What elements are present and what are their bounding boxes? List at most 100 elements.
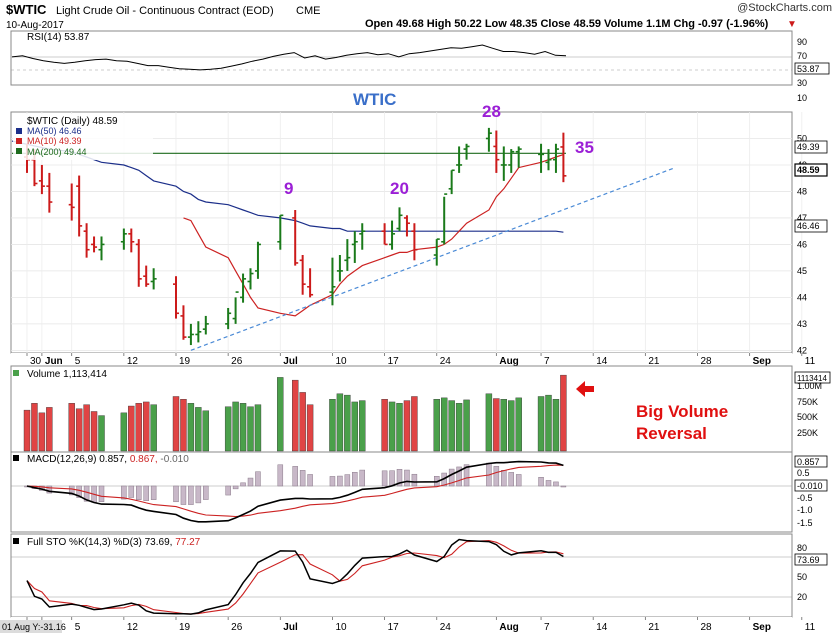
macd-hist-bar bbox=[180, 485, 187, 505]
x-axis-label: 14 bbox=[596, 622, 608, 633]
x-axis-label: 17 bbox=[388, 622, 400, 633]
price-bar bbox=[98, 236, 105, 261]
price-bar bbox=[515, 146, 522, 168]
price-bar bbox=[359, 223, 366, 250]
volume-bar bbox=[485, 393, 493, 452]
x-axis-label: Jul bbox=[283, 356, 298, 367]
change-down-arrow-icon: ▼ bbox=[787, 19, 797, 30]
price-bar bbox=[254, 241, 261, 279]
stochastic-tick-20: 20 bbox=[797, 592, 807, 602]
price-bar bbox=[538, 143, 545, 173]
exchange-label: CME bbox=[296, 5, 320, 17]
volume-bar bbox=[560, 374, 567, 452]
rsi-label: RSI(14) 53.87 bbox=[27, 32, 90, 43]
x-axis-label: 14 bbox=[596, 356, 608, 367]
price-bar bbox=[195, 321, 202, 343]
symbol-title: $WTIC bbox=[6, 2, 47, 17]
cursor-readout-box bbox=[0, 620, 62, 633]
price-bar bbox=[232, 291, 239, 324]
ma50-legend: MA(50) 46.46 bbox=[27, 126, 82, 136]
price-bar bbox=[433, 238, 440, 266]
macd-hist-bar bbox=[448, 468, 455, 487]
volume-bar bbox=[150, 404, 157, 452]
volume-bar bbox=[388, 401, 396, 452]
volume-bar bbox=[493, 398, 500, 452]
volume-bar bbox=[90, 411, 98, 452]
macd-badge-text: 0.857 bbox=[797, 457, 820, 467]
volume-bar bbox=[224, 406, 232, 452]
close-badge bbox=[794, 163, 828, 177]
volume-bar bbox=[142, 401, 150, 452]
volume-bar bbox=[128, 405, 135, 452]
volume-bar bbox=[396, 403, 403, 452]
volume-last-badge-text: 1113414 bbox=[797, 374, 828, 383]
stochastic-swatch bbox=[13, 538, 19, 544]
price-bar bbox=[225, 307, 232, 330]
x-axis-label: 26 bbox=[231, 356, 243, 367]
x-axis-label: 11 bbox=[805, 356, 816, 367]
macd-panel: MACD(12,26,9) 0.857, 0.867, -0.010 0.857… bbox=[10, 451, 828, 533]
volume-bar bbox=[381, 399, 388, 452]
x-axis-label: 24 bbox=[440, 622, 452, 633]
macd-label-hist: -0.010 bbox=[160, 454, 189, 465]
volume-bar bbox=[359, 400, 366, 452]
volume-bar bbox=[463, 399, 470, 452]
count-annotation-35: 35 bbox=[575, 138, 594, 157]
x-axis-label: 21 bbox=[648, 356, 660, 367]
price-bar bbox=[68, 183, 75, 221]
price-bar bbox=[545, 149, 552, 171]
macd-hist-bar bbox=[128, 485, 135, 498]
price-bar bbox=[463, 143, 470, 160]
macd-hist-bar bbox=[337, 475, 343, 487]
volume-bar bbox=[83, 404, 90, 452]
x-axis-label: Aug bbox=[499, 356, 518, 367]
price-bar bbox=[46, 172, 53, 213]
rsi-tick-90: 90 bbox=[797, 37, 807, 47]
macd-hist-bar bbox=[240, 482, 246, 487]
price-legend-box bbox=[13, 114, 153, 160]
macd-hist-bar bbox=[352, 471, 358, 487]
volume-bar bbox=[98, 415, 105, 452]
stochastic-badge bbox=[794, 553, 828, 566]
volume-bar bbox=[195, 407, 202, 452]
price-tick-label: 42 bbox=[797, 345, 807, 355]
macd-hist-bar bbox=[255, 471, 261, 487]
price-tick-label: 50 bbox=[797, 133, 807, 143]
volume-bar bbox=[46, 407, 53, 452]
macd-hist-bar bbox=[188, 485, 194, 505]
volume-bar bbox=[351, 401, 358, 452]
x-axis-label: 17 bbox=[388, 356, 400, 367]
price-bar bbox=[173, 276, 179, 319]
x-axis-label: 7 bbox=[544, 356, 550, 367]
price-bar bbox=[336, 255, 343, 282]
price-bar bbox=[277, 214, 284, 250]
ma200-swatch bbox=[16, 148, 22, 154]
x-axis-label: 7 bbox=[544, 622, 550, 633]
macd-hist-bar bbox=[195, 485, 202, 504]
volume-bar bbox=[31, 403, 38, 452]
stockcharts-watermark: @StockCharts.com bbox=[737, 2, 832, 14]
macd-hist-bar bbox=[203, 485, 209, 500]
x-axis-band bbox=[11, 617, 792, 629]
big-volume-annotation: Big Volume bbox=[636, 402, 728, 421]
volume-panel: Volume 1,113,414 Big Volume Reversal 111… bbox=[10, 365, 831, 453]
price-x-axis: 30 Jun 5 12 19 26 Jul 10 17 24 Aug 7 14 21 28 Sep 11 bbox=[11, 353, 816, 367]
volume-bar bbox=[508, 400, 515, 452]
volume-bar bbox=[515, 397, 522, 452]
x-axis-label: 11 bbox=[805, 622, 816, 633]
macd-hist-bar bbox=[411, 473, 418, 487]
macd-hist-bar bbox=[121, 485, 127, 500]
rsi-panel-frame bbox=[10, 30, 793, 86]
volume-bar bbox=[411, 396, 418, 452]
macd-hist-bar bbox=[329, 476, 336, 487]
volume-tick-750k: 750K bbox=[797, 397, 818, 407]
price-bar bbox=[389, 220, 396, 250]
price-tick-label: 48 bbox=[797, 186, 807, 196]
volume-bar bbox=[403, 400, 411, 452]
macd-hist-bar bbox=[225, 485, 231, 496]
price-bar bbox=[180, 305, 187, 340]
ma200-legend: MA(200) 49.44 bbox=[27, 147, 87, 157]
macd-tick-neg-1-5: -1.5 bbox=[797, 518, 813, 528]
price-bar bbox=[120, 228, 127, 250]
volume-arrow-icon bbox=[576, 381, 594, 397]
